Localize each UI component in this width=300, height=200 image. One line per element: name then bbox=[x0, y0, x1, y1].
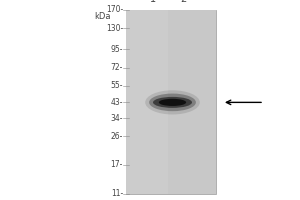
Text: 43-: 43- bbox=[110, 98, 123, 107]
Ellipse shape bbox=[149, 94, 196, 111]
Text: 95-: 95- bbox=[110, 45, 123, 54]
Text: 170-: 170- bbox=[106, 5, 123, 15]
Text: 1: 1 bbox=[150, 0, 156, 4]
Bar bbox=[126, 10, 216, 194]
Text: 34-: 34- bbox=[110, 114, 123, 123]
Ellipse shape bbox=[159, 99, 186, 106]
Ellipse shape bbox=[145, 90, 200, 114]
Text: 130-: 130- bbox=[106, 24, 123, 33]
Text: kDa: kDa bbox=[94, 12, 111, 21]
Text: 55-: 55- bbox=[110, 81, 123, 90]
Bar bbox=[168, 10, 216, 194]
Ellipse shape bbox=[153, 97, 192, 108]
Text: 17-: 17- bbox=[111, 160, 123, 169]
Text: 2: 2 bbox=[180, 0, 186, 4]
Text: 26-: 26- bbox=[111, 132, 123, 141]
Text: 11-: 11- bbox=[111, 190, 123, 198]
Text: 72-: 72- bbox=[111, 63, 123, 72]
Bar bbox=[126, 10, 168, 194]
